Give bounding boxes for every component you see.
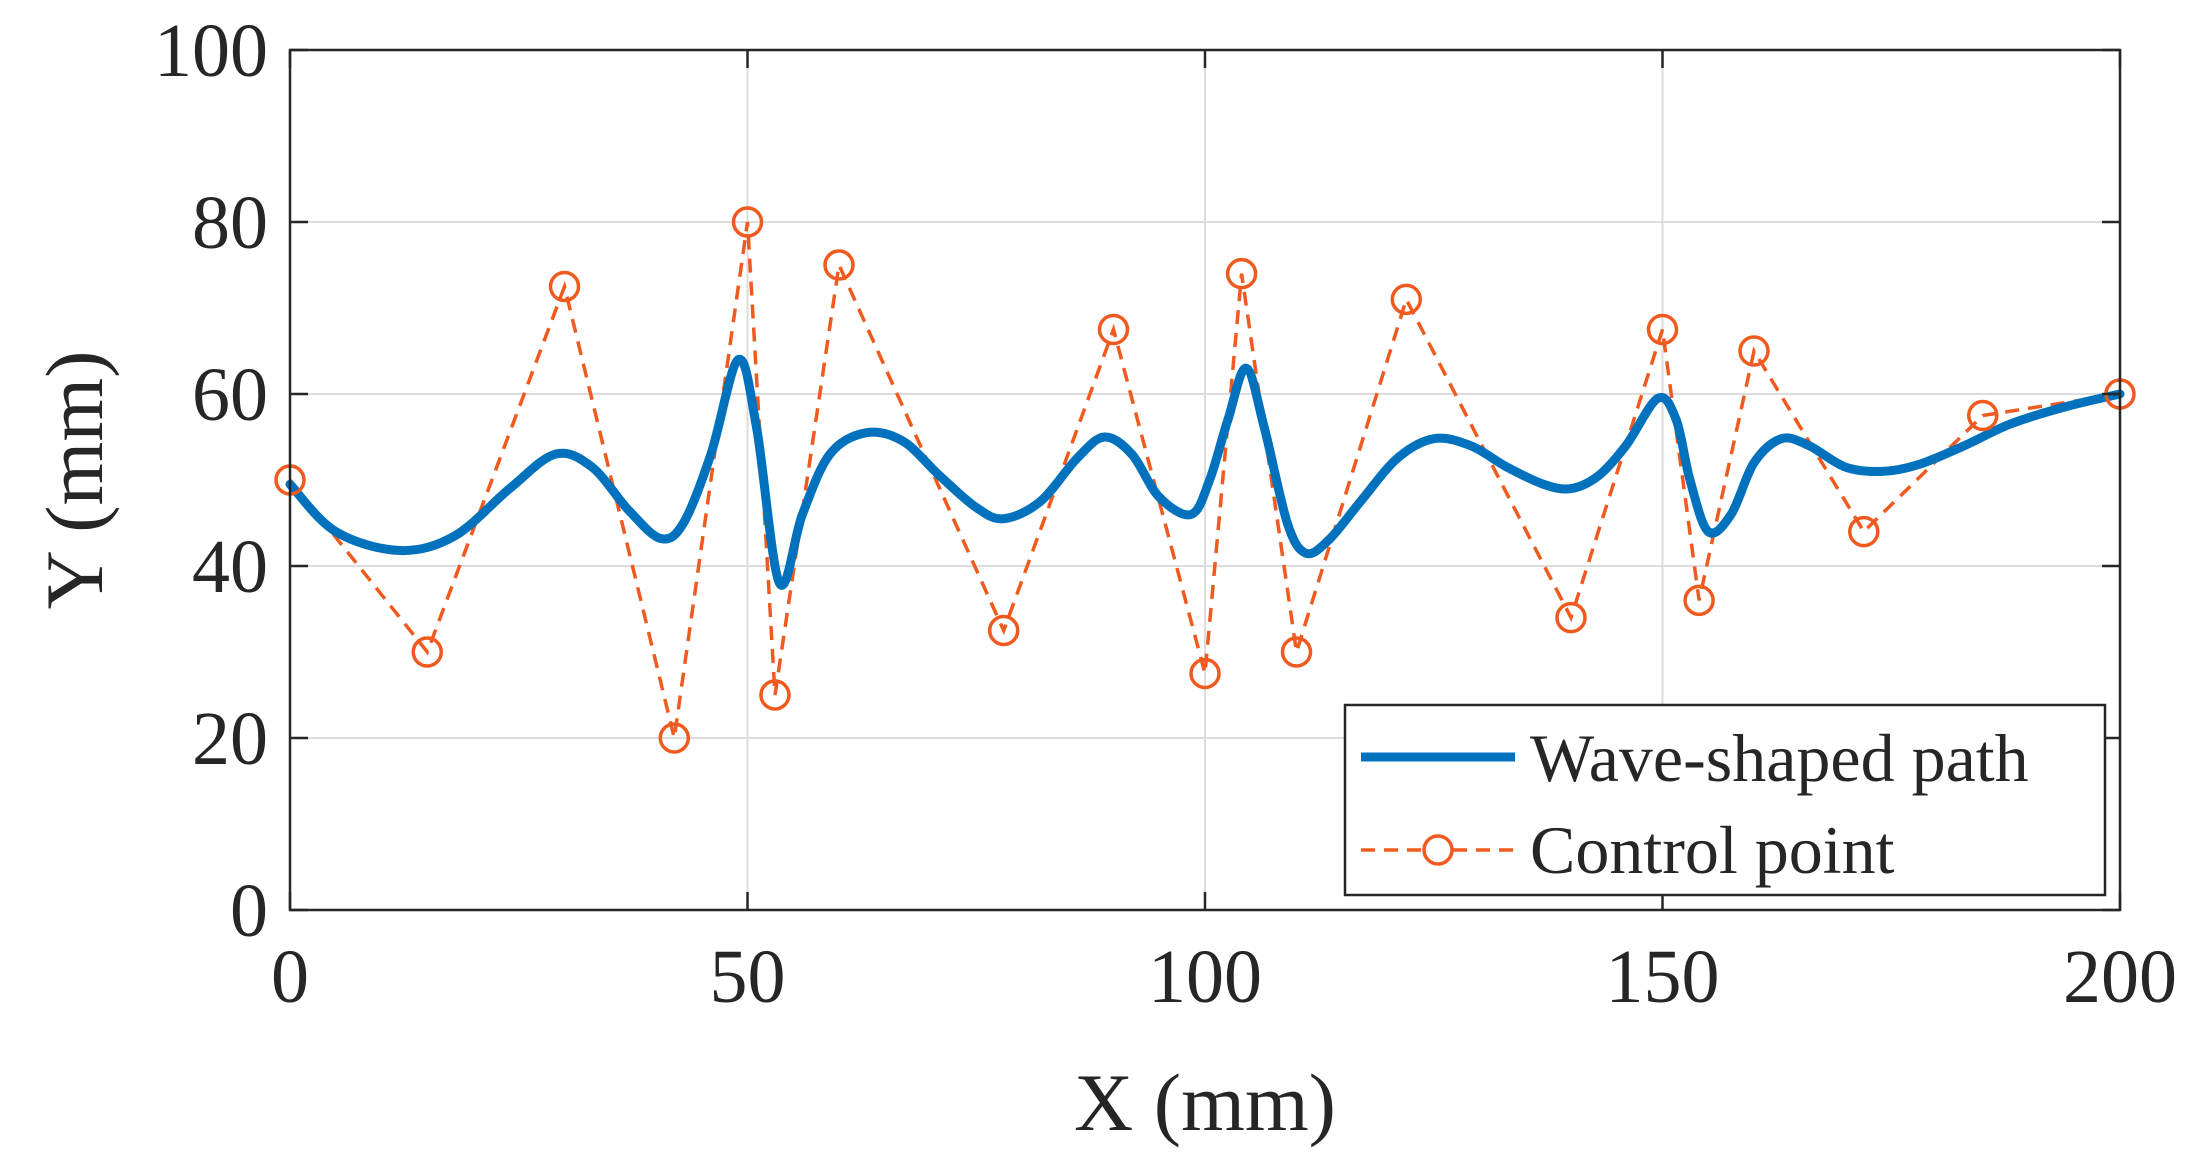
ticks — [288, 48, 2122, 912]
control-point-marker-7 — [987, 614, 1020, 647]
control-point-marker-1 — [411, 636, 443, 668]
y-tick-label-5: 100 — [154, 9, 268, 93]
control-point-marker-14 — [1646, 313, 1679, 346]
legend-marker-control-point — [1422, 834, 1454, 866]
control-point-marker-16 — [1738, 335, 1770, 367]
legend-label-control-point: Control point — [1530, 812, 1895, 888]
control-point-marker-8 — [1097, 313, 1130, 346]
x-tick-label-2: 100 — [1148, 935, 1262, 1019]
legend-label-wave-path: Wave-shaped path — [1530, 720, 2029, 796]
series-wave-path-line — [285, 354, 2125, 590]
y-axis-label: Y (mm) — [29, 351, 120, 610]
control-point-marker-12 — [1390, 283, 1423, 316]
y-tick-label-1: 20 — [192, 697, 268, 781]
control-point-marker-15 — [1683, 584, 1715, 617]
control-point-marker-13 — [1555, 601, 1587, 634]
x-tick-label-1: 50 — [710, 935, 786, 1019]
y-tick-label-3: 60 — [192, 353, 268, 437]
x-tick-label-0: 0 — [271, 935, 309, 1019]
tick-labels: 0 50 100 150 200 0 20 40 60 80 100 — [154, 9, 2177, 1019]
x-tick-label-3: 150 — [1606, 935, 1720, 1019]
control-point-marker-5 — [759, 679, 791, 711]
x-tick-label-4: 200 — [2063, 935, 2177, 1019]
control-point-marker-3 — [658, 722, 691, 754]
control-point-marker-4 — [731, 206, 764, 238]
control-point-marker-18 — [1967, 399, 1999, 432]
x-axis-label: X (mm) — [1074, 1057, 1336, 1148]
control-point-marker-17 — [1848, 515, 1880, 548]
control-point-marker-9 — [1189, 657, 1221, 690]
control-point-marker-11 — [1280, 636, 1313, 668]
control-point-marker-2 — [548, 270, 581, 303]
control-point-marker-6 — [823, 249, 855, 281]
control-point-marker-10 — [1225, 257, 1258, 290]
series-control-point-line — [288, 221, 2121, 739]
y-tick-label-0: 0 — [230, 869, 268, 953]
legend: Wave-shaped path Control point — [1343, 703, 2107, 897]
y-tick-label-2: 40 — [192, 525, 268, 609]
legend-box — [1343, 703, 2107, 897]
y-tick-label-4: 80 — [192, 181, 268, 265]
